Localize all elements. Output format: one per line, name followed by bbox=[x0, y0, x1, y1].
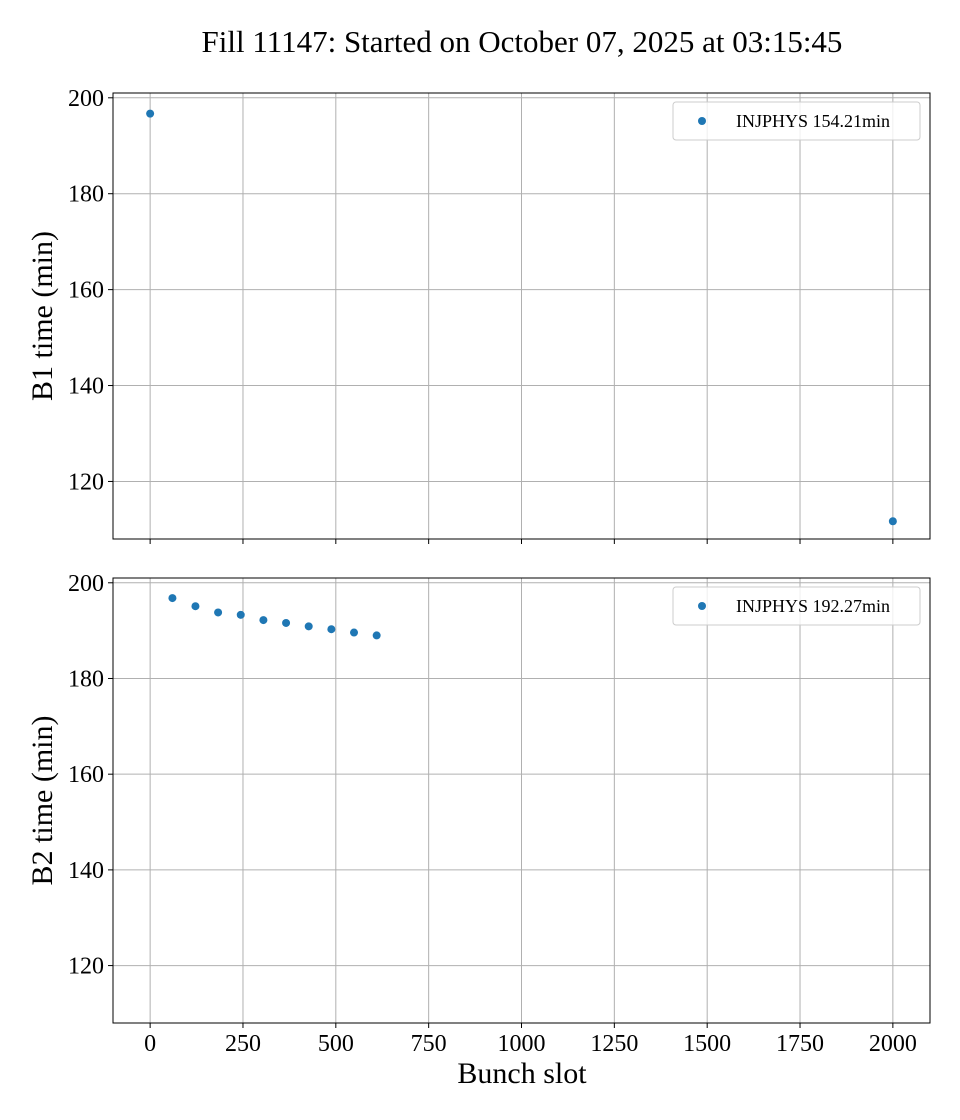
x-tick-label: 1500 bbox=[683, 1031, 731, 1057]
data-point bbox=[168, 594, 177, 603]
x-axis-label: Bunch slot bbox=[457, 1057, 587, 1090]
x-tick-label: 250 bbox=[225, 1031, 261, 1057]
data-point bbox=[888, 517, 897, 526]
data-point bbox=[259, 616, 268, 625]
data-point bbox=[282, 618, 291, 627]
y-tick-label: 160 bbox=[68, 278, 104, 304]
y-tick-label: 120 bbox=[68, 469, 104, 495]
x-tick-label: 1250 bbox=[590, 1031, 638, 1057]
legend-box bbox=[672, 586, 921, 626]
data-point bbox=[350, 628, 359, 637]
x-tick-label: 1750 bbox=[776, 1031, 824, 1057]
x-tick-label: 750 bbox=[411, 1031, 447, 1057]
data-point bbox=[191, 602, 200, 611]
legend-marker bbox=[698, 117, 706, 125]
data-point bbox=[327, 625, 336, 634]
y-axis-label: B1 time (min) bbox=[26, 231, 59, 401]
data-point bbox=[372, 631, 381, 640]
chart-title: Fill 11147: Started on October 07, 2025 … bbox=[202, 24, 843, 59]
legend: INJPHYS 154.21min bbox=[672, 101, 921, 141]
y-tick-label: 200 bbox=[68, 571, 104, 597]
x-tick-label: 500 bbox=[318, 1031, 354, 1057]
data-point bbox=[236, 610, 245, 619]
y-tick-label: 160 bbox=[68, 762, 104, 788]
y-tick-label: 200 bbox=[68, 86, 104, 112]
x-tick-label: 0 bbox=[144, 1031, 156, 1057]
y-tick-label: 140 bbox=[68, 374, 104, 400]
panels-layer: 120 140 160 180 200 B1 time (min) INJPHYS 154.… bbox=[26, 86, 931, 1057]
y-tick-label: 180 bbox=[68, 666, 104, 692]
legend: INJPHYS 192.27min bbox=[672, 586, 921, 626]
y-tick-label: 180 bbox=[68, 182, 104, 208]
panel-1: 120 140 160 180 200 B1 time (min) INJPHYS 154.… bbox=[26, 86, 931, 544]
data-point bbox=[214, 608, 223, 617]
y-tick-label: 140 bbox=[68, 858, 104, 884]
x-tick-label: 2000 bbox=[869, 1031, 917, 1057]
data-point bbox=[146, 109, 155, 118]
y-tick-label: 120 bbox=[68, 954, 104, 980]
legend-label: INJPHYS 192.27min bbox=[736, 596, 890, 616]
legend-marker bbox=[698, 602, 706, 610]
legend-box bbox=[672, 101, 921, 141]
data-point bbox=[304, 622, 313, 631]
y-axis-label: B2 time (min) bbox=[26, 716, 59, 886]
x-tick-label: 1000 bbox=[498, 1031, 546, 1057]
legend-label: INJPHYS 154.21min bbox=[736, 111, 890, 131]
panel-2: 0 250 500 750 1000 1250 1500 1750 2000 120 140 160 1… bbox=[26, 571, 931, 1057]
